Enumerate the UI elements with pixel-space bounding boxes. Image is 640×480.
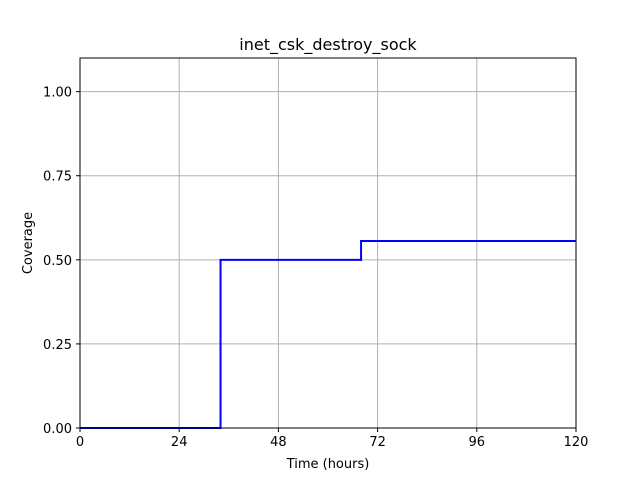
x-tick-label: 96	[469, 435, 486, 450]
axis-ticks: 0 24 48 72 96 120 0.00 0.25 0.50 0.75 1.00	[43, 86, 588, 450]
grid-lines	[79, 58, 577, 429]
y-tick-label: 0.25	[43, 338, 72, 353]
plot-frame	[79, 57, 577, 429]
series-layer	[80, 239, 576, 429]
x-axis-label: Time (hours)	[286, 457, 370, 472]
y-tick-label: 0.00	[43, 422, 72, 437]
coverage-series-line	[80, 239, 576, 429]
x-tick-label: 48	[270, 435, 287, 450]
x-tick-label: 24	[171, 435, 188, 450]
x-tick-label: 120	[564, 435, 589, 450]
y-tick-label: 0.50	[43, 254, 72, 269]
y-tick-label: 1.00	[43, 86, 72, 101]
y-axis-label: Coverage	[21, 212, 36, 274]
x-tick-label: 0	[76, 435, 84, 450]
x-tick-label: 72	[369, 435, 386, 450]
chart-title: inet_csk_destroy_sock	[239, 35, 417, 55]
y-tick-label: 0.75	[43, 170, 72, 185]
